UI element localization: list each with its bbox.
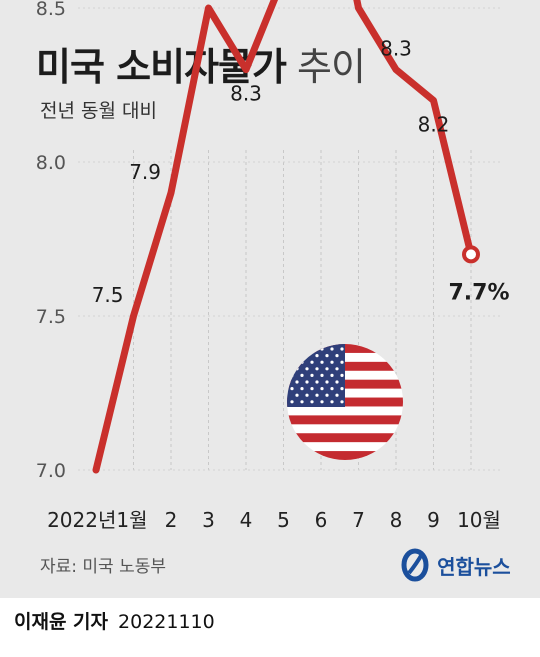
data-label-9: 8.2	[418, 112, 450, 136]
logo-text: 연합뉴스	[437, 554, 511, 579]
x-tick-label-6: 6	[315, 508, 328, 532]
us-flag-icon	[287, 344, 403, 460]
data-label-2: 7.9	[129, 160, 161, 184]
series-layer: 7.57.98.58.38.69.18.58.38.27.7%	[92, 0, 510, 474]
x-tick-label-1: 2022년1월	[47, 508, 147, 532]
y-tick-label-1: 7.5	[36, 306, 66, 328]
y-tick-label-0: 7.0	[36, 460, 66, 482]
chart-card: 미국 소비자물가 추이 전년 동월 대비 7.07.58.08.59.0 7.5…	[0, 0, 540, 598]
data-label-10: 7.7%	[448, 280, 509, 305]
yonhap-logo: 연합뉴스	[400, 548, 511, 582]
y-tick-label-3: 8.5	[36, 0, 66, 20]
title-light: 추이	[297, 45, 366, 89]
data-label-1: 7.5	[92, 283, 124, 307]
y-axis-ticks: 7.07.58.08.59.0	[36, 0, 500, 482]
yonhap-logo-icon	[401, 548, 429, 582]
line-chart: 7.07.58.08.59.0 7.57.98.58.38.69.18.58.3…	[36, 0, 510, 532]
x-tick-label-10: 10월	[457, 508, 501, 532]
series-line	[92, 0, 475, 474]
x-tick-label-8: 8	[390, 508, 403, 532]
y-tick-label-2: 8.0	[36, 152, 66, 174]
byline-name: 이재윤 기자	[14, 611, 109, 633]
x-tick-label-5: 5	[277, 508, 290, 532]
x-tick-label-9: 9	[427, 508, 440, 532]
x-tick-label-7: 7	[352, 508, 365, 532]
data-label-8: 8.3	[380, 37, 412, 61]
byline: 이재윤 기자 20221110	[14, 607, 215, 634]
chart-subtitle: 전년 동월 대비	[40, 100, 157, 122]
x-axis-ticks: 2022년1월 2 3 4 5 6 7 8 9 10월	[47, 508, 501, 532]
data-label-4: 8.3	[230, 82, 262, 106]
byline-date: 20221110	[118, 611, 215, 633]
x-tick-label-3: 3	[202, 508, 215, 532]
point-marker-last	[462, 245, 480, 264]
x-tick-label-2: 2	[165, 508, 178, 532]
source-note: 자료: 미국 노동부	[40, 557, 167, 577]
x-tick-label-4: 4	[240, 508, 253, 532]
